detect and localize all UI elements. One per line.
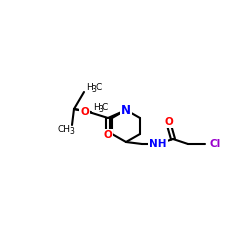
Text: H: H [86,82,93,92]
Text: NH: NH [149,139,167,149]
Text: O: O [80,107,89,117]
Text: O: O [104,130,112,140]
Text: 3: 3 [98,104,103,114]
Text: N: N [121,104,131,117]
Text: 3: 3 [69,128,74,136]
Text: C: C [102,102,108,112]
Text: C: C [95,82,101,92]
Text: H: H [93,102,100,112]
Text: 3: 3 [91,84,96,94]
Text: Cl: Cl [209,139,220,149]
Text: CH: CH [58,126,71,134]
Text: O: O [164,117,173,127]
